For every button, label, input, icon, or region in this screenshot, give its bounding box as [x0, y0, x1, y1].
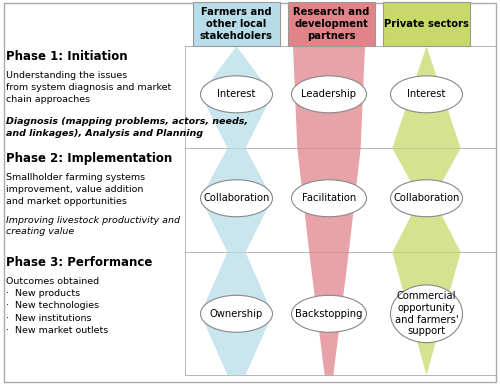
Text: ·  New products
·  New technologies
·  New institutions
·  New market outlets: · New products · New technologies · New … [6, 289, 108, 335]
Ellipse shape [200, 295, 272, 332]
Ellipse shape [292, 180, 366, 217]
Text: Understanding the issues
from system diagnosis and market
chain approaches: Understanding the issues from system dia… [6, 71, 171, 104]
Ellipse shape [390, 285, 462, 343]
Text: Interest: Interest [408, 89, 446, 99]
Text: Improving livestock productivity and
creating value: Improving livestock productivity and cre… [6, 216, 180, 236]
Text: Leadership: Leadership [302, 89, 356, 99]
Text: Diagnosis (mapping problems, actors, needs,
and linkages), Analysis and Planning: Diagnosis (mapping problems, actors, nee… [6, 117, 248, 138]
Text: Commercial
opportunity
and farmers'
support: Commercial opportunity and farmers' supp… [394, 291, 458, 336]
Text: Research and
development
partners: Research and development partners [293, 7, 370, 41]
Ellipse shape [292, 295, 366, 332]
Polygon shape [392, 148, 460, 198]
Text: Outcomes obtained: Outcomes obtained [6, 277, 99, 286]
Text: Collaboration: Collaboration [394, 193, 460, 203]
Polygon shape [200, 148, 272, 198]
Ellipse shape [390, 180, 462, 217]
Text: Collaboration: Collaboration [204, 193, 270, 203]
Text: Ownership: Ownership [210, 309, 263, 319]
Ellipse shape [292, 76, 366, 113]
Text: Smallholder farming systems
improvement, value addition
and market opportunities: Smallholder farming systems improvement,… [6, 173, 145, 206]
Polygon shape [392, 46, 460, 148]
Ellipse shape [390, 76, 462, 113]
Text: Interest: Interest [218, 89, 256, 99]
Polygon shape [293, 46, 365, 148]
Polygon shape [200, 94, 272, 148]
Polygon shape [200, 198, 272, 252]
Polygon shape [298, 148, 360, 252]
Polygon shape [200, 252, 272, 314]
Text: Backstopping: Backstopping [295, 309, 363, 319]
FancyBboxPatch shape [288, 2, 375, 46]
Polygon shape [200, 314, 272, 375]
Text: Phase 3: Performance: Phase 3: Performance [6, 256, 152, 269]
Text: Phase 2: Implementation: Phase 2: Implementation [6, 152, 172, 165]
Polygon shape [309, 252, 349, 375]
Text: Farmers and
other local
stakehdolers: Farmers and other local stakehdolers [200, 7, 272, 41]
Ellipse shape [200, 180, 272, 217]
Text: Private sectors: Private sectors [384, 19, 468, 29]
Ellipse shape [200, 76, 272, 113]
Polygon shape [200, 46, 272, 94]
FancyBboxPatch shape [4, 3, 496, 382]
FancyBboxPatch shape [382, 2, 470, 46]
Polygon shape [392, 198, 460, 252]
FancyBboxPatch shape [192, 2, 280, 46]
Text: Phase 1: Initiation: Phase 1: Initiation [6, 50, 128, 63]
Polygon shape [392, 252, 460, 375]
Text: Facilitation: Facilitation [302, 193, 356, 203]
